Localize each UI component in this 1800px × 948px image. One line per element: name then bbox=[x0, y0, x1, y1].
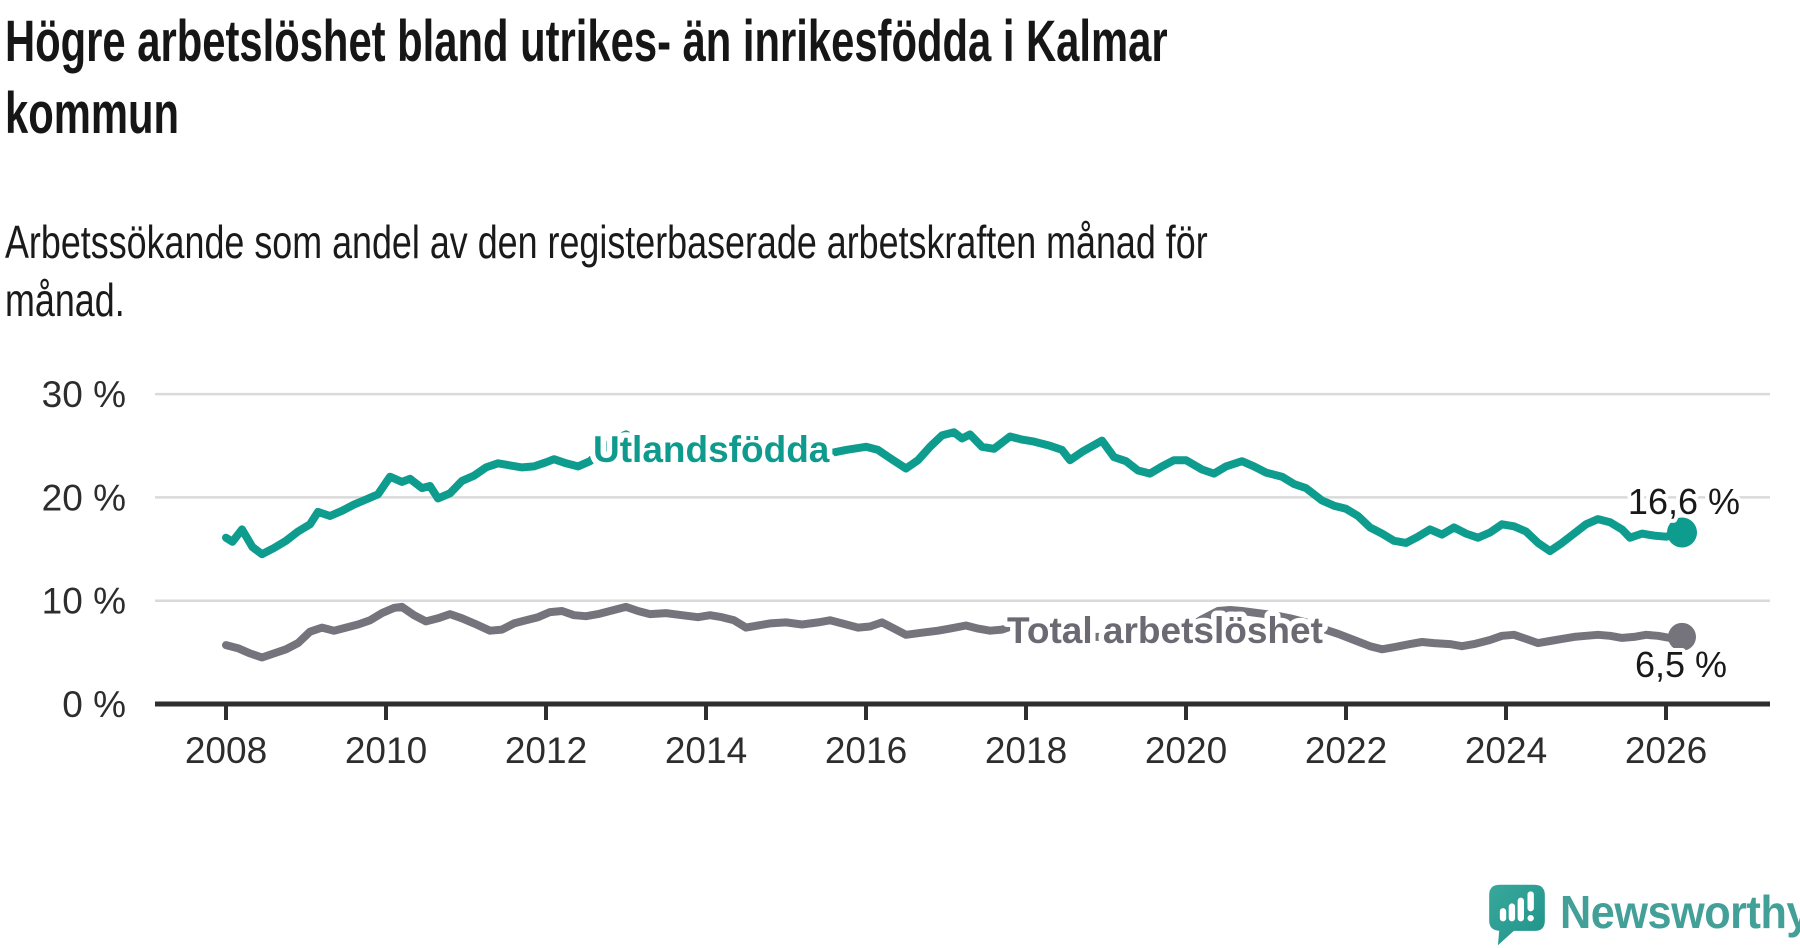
page-title-line-2: kommun bbox=[5, 81, 180, 146]
chart-subtitle-line-1: Arbetssökande som andel av den registerb… bbox=[5, 216, 1208, 268]
page-title-line-1: Högre arbetslöshet bland utrikes- än inr… bbox=[5, 9, 1168, 74]
series-line-utlandsfodda bbox=[222, 428, 1686, 559]
newsworthy-speech-bubble-chart-icon bbox=[1489, 884, 1545, 946]
x-tick-label-2020: 2020 bbox=[1145, 730, 1227, 771]
series-line-total-arbetsloshet bbox=[222, 602, 1686, 662]
y-tick-label-20-percent: 20 % bbox=[42, 477, 126, 518]
endpoint-value-label-total-arbetsloshet: 6,5 % bbox=[1635, 644, 1727, 685]
x-tick-label-2010: 2010 bbox=[345, 730, 427, 771]
y-tick-label-0-percent: 0 % bbox=[62, 684, 126, 725]
newsworthy-logo: Newsworthy bbox=[1488, 884, 1800, 946]
series-label-total-arbetsloshet: Total arbetslöshet bbox=[1007, 610, 1323, 651]
x-tick-label-2016: 2016 bbox=[825, 730, 907, 771]
x-tick-label-2026: 2026 bbox=[1625, 730, 1707, 771]
x-tick-label-2014: 2014 bbox=[665, 730, 747, 771]
endpoint-dot-total-arbetsloshet bbox=[1668, 622, 1696, 651]
page-title: Högre arbetslöshet bland utrikes- än inr… bbox=[5, 6, 1168, 150]
x-tick-label-2008: 2008 bbox=[185, 730, 267, 771]
x-tick-label-2012: 2012 bbox=[505, 730, 587, 771]
x-tick-label-2022: 2022 bbox=[1305, 730, 1387, 771]
endpoint-value-label-utlandsfodda: 16,6 % bbox=[1628, 481, 1740, 522]
y-tick-label-30-percent: 30 % bbox=[42, 374, 126, 415]
endpoint-dot-utlandsfodda bbox=[1667, 517, 1697, 548]
y-tick-label-10-percent: 10 % bbox=[42, 581, 126, 622]
x-tick-label-2024: 2024 bbox=[1465, 730, 1547, 771]
chart-subtitle-line-2: månad. bbox=[5, 274, 125, 326]
x-tick-label-2018: 2018 bbox=[985, 730, 1067, 771]
newsworthy-brand-text: Newsworthy bbox=[1560, 886, 1800, 938]
chart-subtitle: Arbetssökande som andel av den registerb… bbox=[5, 213, 1208, 329]
series-label-utlandsfodda: Utlandsfödda bbox=[593, 429, 830, 470]
